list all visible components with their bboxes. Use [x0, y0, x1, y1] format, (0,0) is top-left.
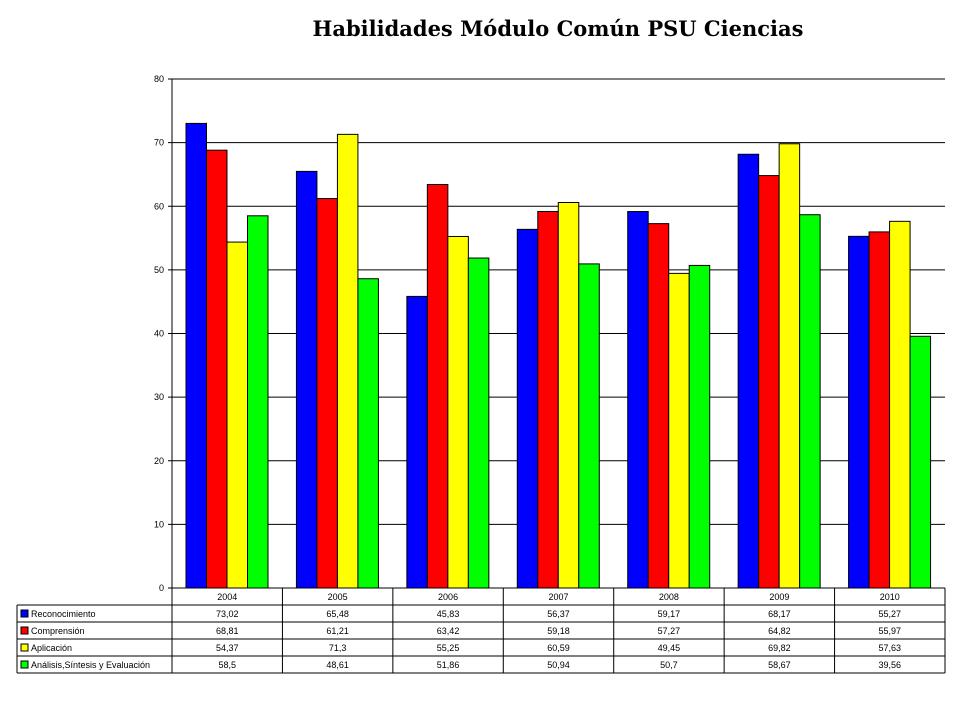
- bar: [909, 335, 932, 589]
- x-tick-label: 2010: [880, 592, 900, 602]
- data-label: 65,48: [326, 609, 349, 619]
- bar: [647, 223, 670, 589]
- data-label: 60,59: [547, 643, 570, 653]
- data-label: 57,27: [658, 626, 681, 636]
- data-label: 48,61: [326, 660, 349, 670]
- bar: [537, 210, 559, 589]
- bar: [516, 228, 539, 589]
- chart-title: Habilidades Módulo Común PSU Ciencias: [312, 16, 804, 41]
- y-tick-label: 80: [154, 74, 164, 84]
- bar: [578, 263, 600, 589]
- x-tick-label: 2007: [548, 592, 568, 602]
- y-tick-label: 70: [154, 138, 164, 148]
- data-label: 58,67: [768, 660, 791, 670]
- legend-entry: Reconocimiento: [31, 609, 96, 619]
- data-label: 57,63: [879, 643, 902, 653]
- bar: [357, 278, 379, 589]
- data-label: 55,25: [437, 643, 460, 653]
- bar: [688, 264, 711, 589]
- bar: [758, 175, 780, 589]
- data-label: 56,37: [547, 609, 570, 619]
- bar: [206, 149, 228, 589]
- y-tick-label: 0: [159, 583, 164, 593]
- bar: [185, 122, 207, 589]
- data-label: 59,17: [658, 609, 681, 619]
- x-tick-label: 2008: [659, 592, 679, 602]
- bar: [426, 183, 449, 589]
- legend-entry: Análisis,Síntesis y Evaluación: [31, 660, 150, 670]
- y-tick-label: 60: [154, 201, 164, 211]
- bar: [226, 241, 248, 589]
- legend-swatch: [20, 643, 29, 652]
- bar: [848, 235, 870, 589]
- data-label: 55,97: [879, 626, 902, 636]
- y-tick-label: 50: [154, 265, 164, 275]
- bar: [336, 133, 359, 589]
- data-label: 61,21: [326, 626, 349, 636]
- bar: [467, 257, 490, 589]
- data-label: 49,45: [658, 643, 681, 653]
- bar: [889, 220, 911, 589]
- data-label: 68,81: [216, 626, 239, 636]
- data-label: 50,94: [547, 660, 570, 670]
- data-label: 50,7: [660, 660, 678, 670]
- legend-swatch: [20, 660, 29, 669]
- data-label: 45,83: [437, 609, 460, 619]
- data-label: 55,27: [879, 609, 902, 619]
- x-tick-label: 2004: [217, 592, 237, 602]
- bar: [868, 231, 891, 589]
- data-label: 69,82: [768, 643, 791, 653]
- bar: [406, 295, 428, 589]
- bar: [557, 201, 580, 589]
- bar: [627, 211, 649, 589]
- x-tick-label: 2005: [328, 592, 348, 602]
- legend-entry: Aplicación: [31, 643, 72, 653]
- bar: [295, 170, 318, 589]
- x-tick-label: 2009: [769, 592, 789, 602]
- bar: [447, 235, 469, 589]
- data-label: 59,18: [547, 626, 570, 636]
- bar: [799, 214, 821, 589]
- data-label: 54,37: [216, 643, 239, 653]
- bar: [247, 215, 269, 589]
- data-label: 63,42: [437, 626, 460, 636]
- data-label: 68,17: [768, 609, 791, 619]
- x-tick-label: 2006: [438, 592, 458, 602]
- data-label: 58,5: [218, 660, 236, 670]
- bar: [668, 272, 690, 589]
- legend-swatch: [20, 626, 29, 635]
- data-label: 73,02: [216, 609, 239, 619]
- y-tick-label: 10: [154, 519, 164, 529]
- data-label: 51,86: [437, 660, 460, 670]
- y-tick-label: 40: [154, 329, 164, 339]
- bar: [316, 198, 338, 589]
- y-tick-label: 30: [154, 392, 164, 402]
- legend-entry: Comprensión: [31, 626, 85, 636]
- bar: [778, 143, 801, 589]
- y-tick-label: 20: [154, 456, 164, 466]
- bar: [737, 153, 760, 589]
- data-label: 64,82: [768, 626, 791, 636]
- data-label: 71,3: [329, 643, 347, 653]
- data-label: 39,56: [879, 660, 902, 670]
- legend-swatch: [20, 609, 29, 618]
